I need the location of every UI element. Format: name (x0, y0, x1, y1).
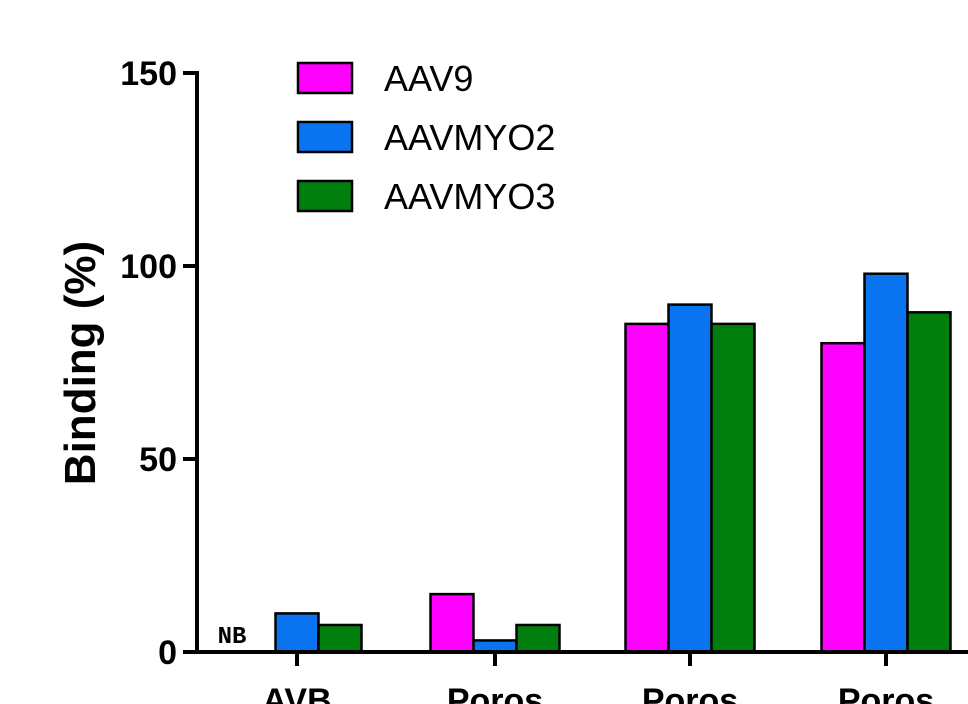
bars (274, 272, 952, 654)
x-axis: AVB Poros Poros Poros (195, 650, 968, 704)
legend-label-aavmyo3: AAVMYO3 (384, 176, 555, 217)
bar-aavmyo3-3 (906, 311, 952, 654)
annotation-nb: NB (218, 624, 247, 651)
legend-swatch-aav9 (296, 61, 354, 95)
x-tick-label-0: AVB (262, 682, 331, 704)
bar-aav9-3 (820, 341, 866, 654)
y-tick-label-0: 0 (158, 634, 177, 672)
bar-aavmyo2-0 (274, 612, 320, 654)
y-axis-label: Binding (%) (56, 241, 105, 485)
y-axis: 0 50 100 150 (120, 55, 199, 672)
bar-aavmyo2-2 (667, 303, 713, 654)
bar-aavmyo2-3 (863, 272, 909, 654)
bar-aavmyo3-0 (317, 623, 363, 654)
legend-swatch-aavmyo2 (296, 120, 354, 154)
x-tick-label-2: Poros (642, 682, 738, 704)
bar-aavmyo3-2 (710, 322, 756, 654)
legend-swatch-aavmyo3 (296, 179, 354, 213)
bar-aav9-1 (429, 592, 475, 654)
legend: AAV9 AAVMYO2 AAVMYO3 (296, 58, 555, 217)
bar-aav9-2 (624, 322, 670, 654)
annotations: NB (218, 624, 247, 651)
y-tick-label-2: 100 (120, 248, 177, 286)
x-tick-label-3: Poros (838, 682, 934, 704)
y-tick-label-3: 150 (120, 55, 177, 93)
bar-aavmyo3-1 (515, 623, 561, 654)
legend-label-aavmyo2: AAVMYO2 (384, 117, 555, 158)
legend-label-aav9: AAV9 (384, 58, 473, 99)
y-tick-label-1: 50 (139, 441, 177, 479)
x-tick-label-1: Poros (447, 682, 543, 704)
